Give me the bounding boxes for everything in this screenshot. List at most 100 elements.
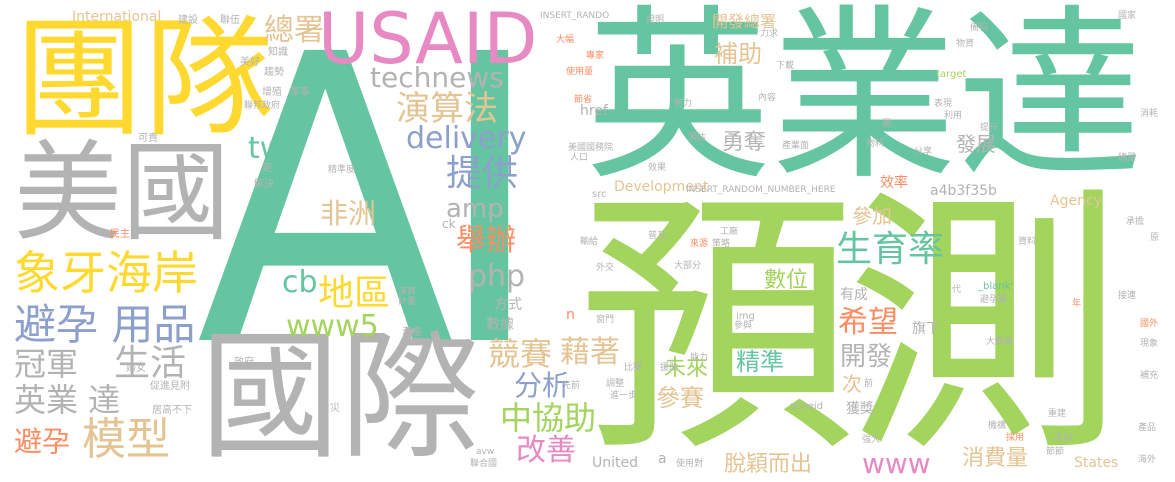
word-tisheng: 提升	[980, 123, 999, 133]
word-kegui: 可貴	[138, 133, 158, 144]
word-diqu: 地區	[318, 273, 391, 314]
word-jingsai: 競賽	[488, 335, 553, 373]
word-jiezhe: 藉著	[560, 335, 620, 370]
word-li: 力求	[760, 29, 779, 39]
word-yuce: 預測	[578, 165, 1124, 482]
word-jinyibu: 進一步	[610, 391, 638, 401]
word-ai: AI	[196, 0, 545, 434]
word-united: United	[592, 455, 638, 471]
word-zhengming: 證明	[646, 15, 665, 25]
word-kaifazongshu: 開發總署	[712, 12, 777, 31]
word-minzhu: 民主	[110, 229, 130, 240]
word-qian: 前	[864, 379, 874, 389]
word-shuju: 數據	[486, 317, 514, 333]
word-img: img	[736, 311, 755, 322]
word-guoji: 國際	[200, 316, 481, 479]
word-huoshe: 獲獎	[846, 401, 874, 417]
word-qiangda: 強大	[862, 435, 881, 445]
word-xiaofeiliang: 消費量	[962, 446, 1029, 471]
word-zhishi: 知識	[268, 47, 288, 58]
word-tuan: 團	[882, 119, 892, 129]
word-zhengfu: 政府	[234, 357, 254, 368]
word-qushi: 趨勢	[264, 67, 284, 78]
word-zengzhi: 增殖	[262, 87, 282, 98]
word-renkou: 人口	[570, 153, 589, 163]
word-zongliang: 總量	[1118, 153, 1137, 163]
word-haiwai: 海外	[1138, 455, 1157, 465]
word-target: target	[936, 69, 967, 80]
word-www: www	[862, 447, 931, 480]
word-php: php	[468, 259, 526, 294]
word-fazhan: 發展	[956, 132, 996, 156]
word-fenxiang: 分享	[914, 147, 933, 157]
word-ck: ck	[442, 217, 456, 231]
word-hash: a4b3f35b	[930, 183, 997, 199]
word-fenxi: 分析	[514, 369, 571, 402]
word-wuzi: 物資	[956, 39, 975, 49]
word-dai: 代	[952, 285, 962, 295]
word-qixia: 旗下	[912, 321, 940, 337]
word-yingyeda: 英業達	[585, 0, 1144, 205]
word-zai: 災	[330, 403, 340, 414]
word-zongshu: 總署	[264, 13, 324, 48]
word-amp: amp	[446, 194, 504, 224]
word-fangshi: 方式	[494, 297, 522, 313]
word-lianbang: 聯邦政府	[244, 101, 281, 111]
word-tihuan: 促進見附	[150, 381, 190, 392]
word-jing: 更	[262, 163, 272, 174]
word-usaid: USAID	[318, 0, 538, 80]
word-liyong: 利用	[944, 111, 963, 121]
word-jiandu: 建設	[178, 15, 198, 26]
word-href: href	[580, 103, 608, 119]
word-chanpin: 產品	[1138, 423, 1157, 433]
word-ceilue: 策略	[712, 239, 731, 249]
word-zilia: 資料	[1018, 237, 1037, 247]
word-shuwei: 數位	[764, 268, 809, 293]
word-delivery: delivery	[406, 121, 527, 156]
word-waijiao: 外交	[596, 263, 615, 273]
word-gaishan: 改善	[516, 433, 576, 468]
word-tiaozheng: 調整	[606, 379, 625, 389]
word-a: a	[658, 451, 667, 467]
word-yuan: 原	[1150, 233, 1160, 243]
word-xianxiang: 現象	[1140, 339, 1159, 349]
word-lianheguo: 聯合國	[470, 459, 498, 469]
word-xianqian: 先前	[562, 381, 581, 391]
word-nengli: 能力	[690, 353, 709, 363]
word-tuandui: 團隊	[14, 3, 275, 155]
word-youcheng: 有成	[840, 287, 868, 303]
word-src: src	[592, 189, 607, 200]
word-avw: avw	[476, 447, 495, 457]
word-lianwu: 聯伍	[220, 15, 240, 26]
word-wuliao: 物料	[866, 139, 885, 149]
word-nuli: 努力	[674, 99, 693, 109]
word-buchong: 補充	[1140, 371, 1159, 381]
word-shimen: 窗門	[596, 315, 615, 325]
word-jingzhunjidu: 精準度	[328, 165, 356, 175]
word-biyun: 避孕	[14, 425, 71, 458]
word-weilai: 未來	[664, 356, 709, 381]
word-xiazai: 下載	[776, 61, 795, 71]
word-canjian: 參與	[734, 321, 753, 331]
word-xiaohao: 消耗	[1140, 109, 1159, 119]
word-nian: 年	[1072, 299, 1082, 309]
word-biaoxian: 表現	[934, 99, 953, 109]
word-n: n	[566, 307, 575, 323]
word-www5: www5	[286, 309, 379, 344]
word-yugu: 預估	[688, 133, 707, 143]
word-feizhou: 非洲	[320, 197, 377, 230]
word-funv: 婦女	[126, 363, 146, 374]
word-jiejue: 接連	[1118, 291, 1137, 301]
word-yanxuan: 演算	[398, 287, 417, 297]
word-zhuanjia: 專家	[586, 51, 605, 61]
word-shiyongzhe: 使用對	[676, 459, 704, 469]
word-xiaolv: 效率	[880, 175, 908, 191]
word-tw: tw	[248, 131, 285, 166]
word-guojia: 國家	[1118, 11, 1137, 21]
word-shengyulv: 生育率	[836, 229, 945, 270]
word-moxing: 模型	[82, 414, 170, 465]
word-jigou: 機構	[988, 421, 1007, 431]
word-jiesheng: 節省	[574, 95, 593, 105]
word-canjia: 參加	[852, 204, 892, 228]
word-insert-random: INSERT_RANDOM_NUMBER_HERE	[686, 185, 836, 195]
